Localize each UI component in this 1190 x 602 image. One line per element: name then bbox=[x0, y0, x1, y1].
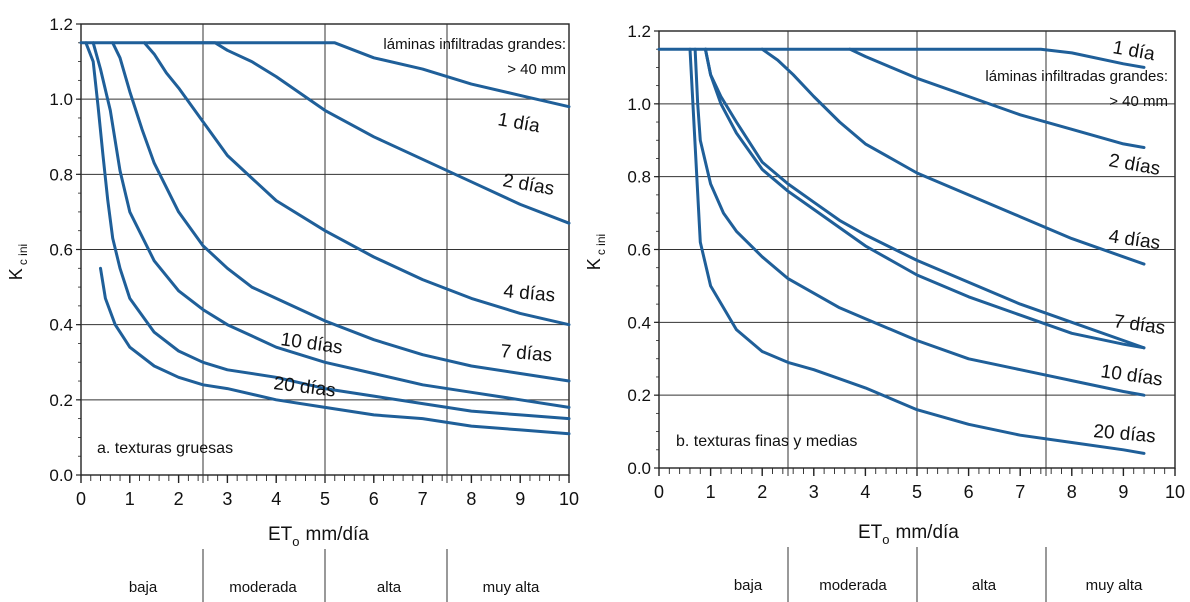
x-tick-label: 9 bbox=[515, 489, 525, 509]
curve-label: 2 días bbox=[1107, 150, 1162, 180]
series-line-20-dias bbox=[99, 266, 571, 436]
x-tick-label: 9 bbox=[1118, 482, 1128, 502]
y-axis-label: Kc ini bbox=[584, 234, 608, 270]
x-tick-label: 5 bbox=[320, 489, 330, 509]
x-tick-label: 4 bbox=[271, 489, 281, 509]
series-line-2-dias bbox=[142, 41, 571, 327]
y-tick-label: 0.6 bbox=[49, 241, 73, 260]
band-label: moderada bbox=[819, 577, 887, 594]
x-tick-label: 1 bbox=[706, 482, 716, 502]
series-line-10-dias bbox=[693, 47, 1146, 397]
x-tick-label: 4 bbox=[860, 482, 870, 502]
band-label: alta bbox=[972, 577, 997, 594]
annotation-line-1: láminas infiltradas grandes: bbox=[383, 36, 566, 53]
y-tick-label: 1.2 bbox=[49, 15, 73, 34]
y-tick-label: 0.8 bbox=[49, 165, 73, 184]
x-tick-label: 7 bbox=[418, 489, 428, 509]
curve-label: 20 días bbox=[1093, 421, 1157, 447]
x-tick-label: 3 bbox=[809, 482, 819, 502]
panel-label: b. texturas finas y medias bbox=[676, 433, 857, 450]
x-axis-label: ETo mm/día bbox=[268, 524, 369, 549]
x-tick-label: 6 bbox=[369, 489, 379, 509]
y-tick-label: 0.6 bbox=[627, 241, 651, 260]
y-tick-label: 0.0 bbox=[627, 459, 651, 478]
band-label: muy alta bbox=[483, 579, 540, 596]
curve-label: 20 días bbox=[272, 373, 336, 401]
x-axis-label: ETo mm/día bbox=[858, 522, 959, 547]
series-line-7-dias bbox=[703, 47, 1146, 350]
curve-label: 7 días bbox=[500, 341, 553, 366]
band-label: muy alta bbox=[1086, 577, 1143, 594]
curve-label: 7 días bbox=[1112, 311, 1166, 339]
y-tick-label: 0.2 bbox=[49, 391, 73, 410]
x-tick-label: 8 bbox=[466, 489, 476, 509]
y-tick-label: 1.0 bbox=[627, 95, 651, 114]
series-line-10-dias bbox=[84, 41, 571, 421]
x-tick-label: 3 bbox=[222, 489, 232, 509]
x-tick-label: 8 bbox=[1067, 482, 1077, 502]
y-tick-label: 0.8 bbox=[627, 168, 651, 187]
x-tick-label: 5 bbox=[912, 482, 922, 502]
x-tick-label: 7 bbox=[1015, 482, 1025, 502]
series-line-7-dias bbox=[91, 41, 571, 409]
x-tick-label: 6 bbox=[964, 482, 974, 502]
annotation-line-2: > 40 mm bbox=[1109, 93, 1168, 110]
x-tick-label: 0 bbox=[76, 489, 86, 509]
band-label: baja bbox=[129, 579, 158, 596]
y-tick-label: 0.2 bbox=[627, 386, 651, 405]
y-tick-label: 1.0 bbox=[49, 90, 73, 109]
y-axis-label: Kc ini bbox=[6, 244, 30, 280]
curve-label: 10 días bbox=[279, 329, 344, 358]
chart-panel-b: 0.00.20.40.60.81.01.20 1 2 3 4 5 6 7 8 9 101 día2 … bbox=[584, 22, 1185, 602]
series-line-20-dias bbox=[688, 47, 1146, 455]
series-line-large-irrigation bbox=[657, 47, 1146, 69]
band-label: alta bbox=[377, 579, 402, 596]
curve-label: 10 días bbox=[1099, 361, 1164, 390]
x-tick-label: 2 bbox=[757, 482, 767, 502]
curve-label: 1 día bbox=[496, 109, 542, 137]
series-line-4-dias bbox=[111, 41, 571, 383]
x-tick-label: 10 bbox=[1165, 482, 1185, 502]
annotation-line-2: > 40 mm bbox=[507, 61, 566, 78]
panel-label: a. texturas gruesas bbox=[97, 440, 233, 457]
x-tick-label: 10 bbox=[559, 489, 579, 509]
curve-label: 4 días bbox=[503, 281, 556, 306]
band-label: baja bbox=[734, 577, 763, 594]
series-line-4-dias bbox=[703, 47, 1146, 350]
band-label: moderada bbox=[229, 579, 297, 596]
x-tick-label: 0 bbox=[654, 482, 664, 502]
series-line-1-dia bbox=[147, 41, 571, 225]
annotation-line-1: láminas infiltradas grandes: bbox=[985, 68, 1168, 85]
chart-panel-a: 0.00.20.40.60.81.01.20 1 2 3 4 5 6 7 8 9 101 día2 … bbox=[6, 15, 579, 602]
y-tick-label: 0.0 bbox=[49, 466, 73, 485]
y-tick-label: 1.2 bbox=[627, 22, 651, 41]
y-tick-label: 0.4 bbox=[49, 316, 73, 335]
series-line-2-dias bbox=[760, 47, 1146, 266]
x-tick-label: 1 bbox=[125, 489, 135, 509]
series-line-1-dia bbox=[848, 47, 1146, 149]
y-tick-label: 0.4 bbox=[627, 313, 651, 332]
x-tick-label: 2 bbox=[174, 489, 184, 509]
